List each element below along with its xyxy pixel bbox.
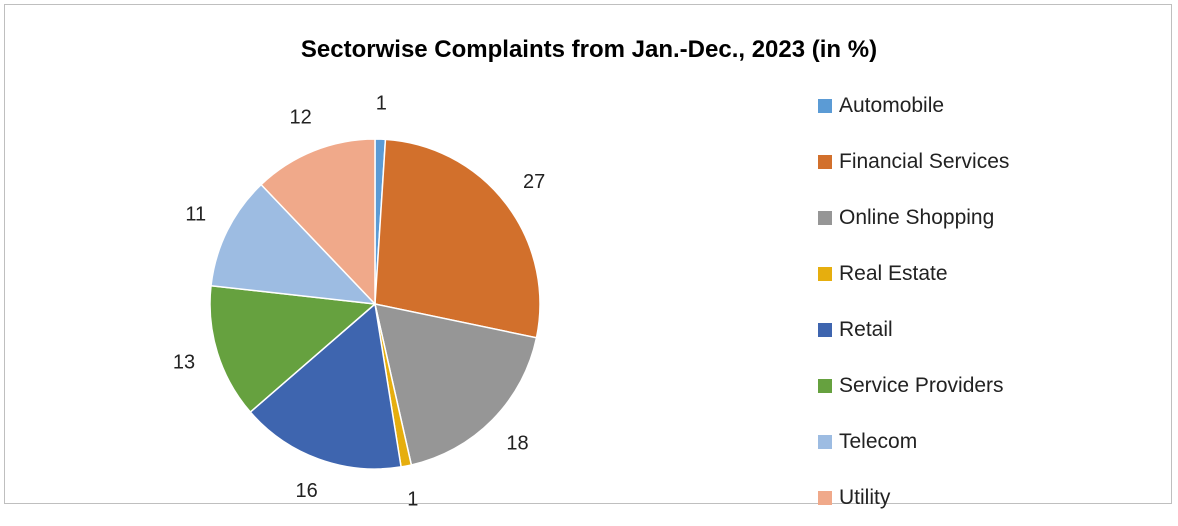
legend: Automobile Financial Services Online Shopp… — [818, 78, 1009, 526]
pie-slice-retail — [249, 302, 402, 470]
legend-item-utility: Utility — [818, 470, 1009, 526]
pie-slice-financial-services — [374, 138, 541, 339]
legend-swatch — [818, 379, 832, 393]
pie-slices — [209, 138, 541, 470]
pie-slice-utility — [260, 138, 376, 306]
chart-frame — [4, 4, 1172, 504]
legend-swatch — [818, 435, 832, 449]
legend-swatch — [818, 211, 832, 225]
legend-item-retail: Retail — [818, 302, 1009, 358]
slice-label-utility: 12 — [290, 107, 312, 129]
pie-chart: 1 27 18 1 16 13 11 12 — [173, 92, 545, 509]
legend-label: Online Shopping — [839, 206, 995, 229]
legend-swatch — [818, 491, 832, 505]
legend-swatch — [818, 323, 832, 337]
slice-label-online-shopping: 18 — [506, 433, 528, 455]
slice-label-financial-services: 27 — [523, 171, 545, 193]
slice-label-real-estate: 1 — [407, 489, 418, 509]
legend-swatch — [818, 99, 832, 113]
legend-swatch — [818, 155, 832, 169]
slice-label-retail: 16 — [295, 480, 317, 502]
legend-swatch — [818, 267, 832, 281]
pie-slice-online-shopping — [374, 303, 538, 466]
pie-slice-service-providers — [209, 284, 377, 414]
slice-label-telecom: 11 — [185, 203, 206, 225]
legend-item-real-estate: Real Estate — [818, 246, 1009, 302]
pie-labels: 1 27 18 1 16 13 11 12 — [173, 92, 545, 509]
legend-item-online-shopping: Online Shopping — [818, 190, 1009, 246]
chart-title: Sectorwise Complaints from Jan.-Dec., 20… — [300, 36, 878, 63]
legend-label: Utility — [839, 486, 891, 509]
legend-item-automobile: Automobile — [818, 78, 1009, 134]
legend-label: Service Providers — [839, 374, 1004, 397]
legend-item-telecom: Telecom — [818, 414, 1009, 470]
legend-label: Telecom — [839, 430, 918, 453]
legend-item-service-providers: Service Providers — [818, 358, 1009, 414]
legend-label: Automobile — [839, 94, 945, 117]
legend-label: Financial Services — [839, 150, 1010, 173]
slice-label-automobile: 1 — [376, 92, 387, 114]
pie-slice-telecom — [210, 183, 377, 305]
legend-label: Retail — [839, 318, 893, 341]
slice-label-service-providers: 13 — [173, 352, 195, 374]
legend-label: Real Estate — [839, 262, 948, 285]
legend-item-financial-services: Financial Services — [818, 134, 1009, 190]
